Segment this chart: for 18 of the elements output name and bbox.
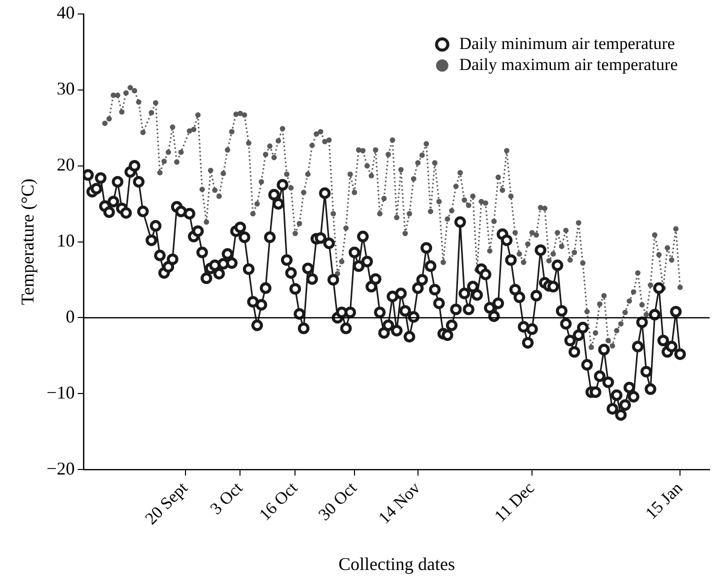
y-tick-label: 40 (56, 2, 75, 23)
x-tick-label: 15 Jan (642, 478, 686, 523)
x-tick-label: 3 Oct (206, 478, 246, 518)
legend-label: Daily maximum air temperature (459, 54, 678, 74)
y-tick-label: 0 (66, 306, 75, 326)
y-tick-label: −10 (46, 382, 75, 402)
y-tick-label: 20 (56, 154, 75, 175)
x-tick-label: 16 Oct (255, 478, 302, 524)
y-tick-label: −20 (46, 458, 75, 478)
x-tick-label: 14 Nov (374, 478, 424, 528)
y-tick-label: 10 (56, 230, 75, 251)
legend-label: Daily minimum air temperature (459, 34, 675, 53)
x-axis-title: Collecting dates (338, 554, 455, 574)
x-tick-label: 20 Sept (141, 478, 192, 528)
x-tick-label: 11 Dec (490, 478, 538, 526)
y-axis-title: Temperature (°C) (18, 178, 38, 305)
y-tick-label: 30 (56, 78, 75, 99)
x-tick-label: 30 Oct (314, 478, 361, 524)
